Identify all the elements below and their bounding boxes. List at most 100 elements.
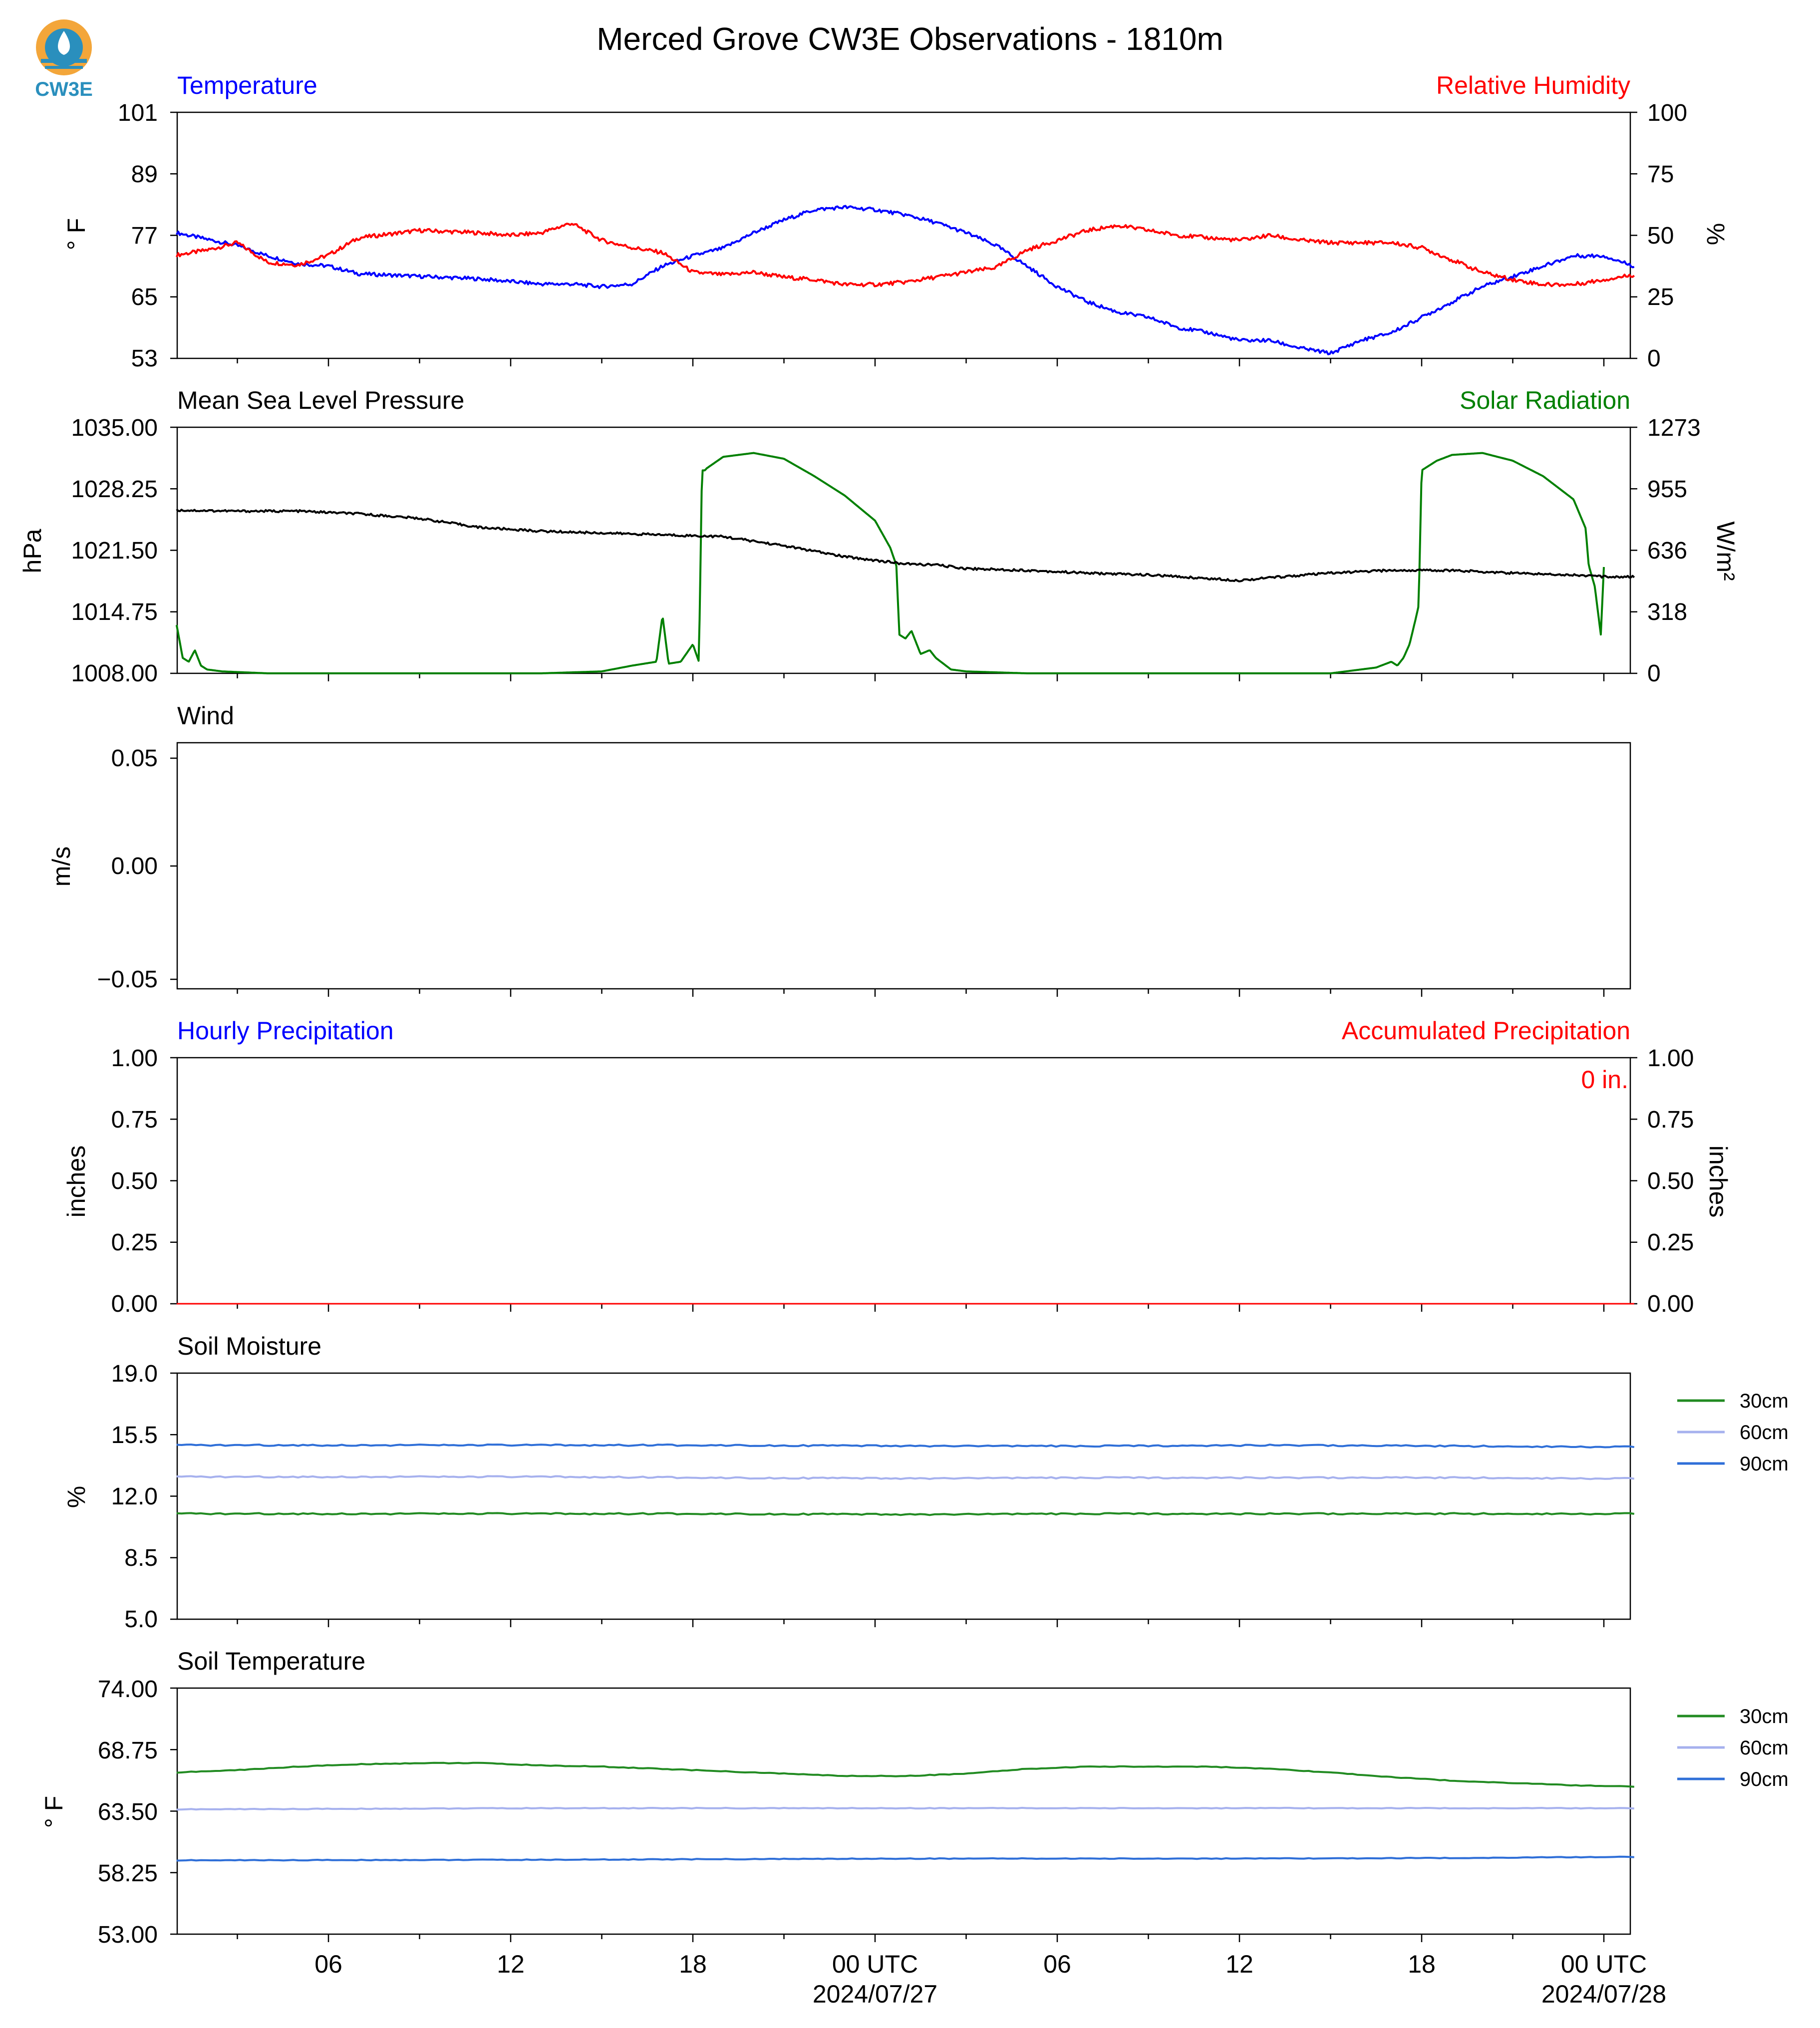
legend-label: 60cm: [1740, 1737, 1789, 1759]
ytick-label: 636: [1647, 538, 1687, 564]
ytick-label: 0: [1647, 345, 1661, 372]
xtick-label: 12: [1225, 1950, 1253, 1978]
panel-1-yticks-left: 101 89 77 65 53: [118, 100, 158, 372]
ytick-label: 63.50: [98, 1799, 158, 1825]
xtick-label: 06: [1043, 1950, 1071, 1978]
ytick-label: −0.05: [97, 966, 158, 993]
xtick-date: 2024/07/27: [813, 1980, 937, 2008]
ytick-label: 1014.75: [71, 599, 158, 625]
panel-4-ylabel-left: inches: [62, 1146, 90, 1218]
figure-title: Merced Grove CW3E Observations - 1810m: [597, 21, 1223, 57]
ytick-label: 65: [131, 284, 158, 310]
series-line-60cm: [176, 1806, 1634, 1811]
panel-2-yticks-left: 1035.00 1028.25 1021.50 1014.75 1008.00: [71, 415, 158, 687]
series-line-mean-sea-level-pressure: [176, 508, 1635, 582]
panel-5-ylabel-left: %: [62, 1486, 90, 1508]
ytick-label: 318: [1647, 599, 1687, 625]
ytick-label: 0.75: [1647, 1107, 1694, 1133]
ytick-label: 1.00: [1647, 1045, 1694, 1072]
panel-2-title-left: Mean Sea Level Pressure: [177, 386, 464, 414]
plot-area-5: [170, 1372, 1631, 1627]
xtick-date: 2024/07/28: [1541, 1980, 1666, 2008]
ytick-label: 0.25: [1647, 1229, 1694, 1256]
ytick-label: 0.00: [1647, 1291, 1694, 1317]
ytick-label: 0.00: [111, 853, 158, 879]
series-line-90cm: [176, 1444, 1635, 1449]
panel-pressure: Mean Sea Level Pressure Solar Radiation …: [18, 386, 1740, 687]
panel-2-ylabel-right: W/m²: [1712, 521, 1740, 580]
legend-label: 60cm: [1740, 1422, 1789, 1444]
ytick-label: 53: [131, 345, 158, 372]
ytick-label: 0.00: [111, 1291, 158, 1317]
ytick-label: 12.0: [111, 1483, 158, 1510]
panel-5-yticks-left: 19.0 15.5 12.0 8.5 5.0: [111, 1361, 158, 1633]
ytick-label: 1021.50: [71, 538, 158, 564]
ytick-label: 5.0: [124, 1606, 158, 1633]
ytick-label: 58.25: [98, 1860, 158, 1887]
ytick-label: 0.05: [111, 745, 158, 772]
plot-area-2: [170, 426, 1637, 681]
panel-3-yticks-left: 0.05 0.00 −0.05: [97, 745, 158, 993]
cw3e-logo: CW3E: [35, 19, 93, 100]
ytick-label: 68.75: [98, 1738, 158, 1764]
ytick-label: 77: [131, 223, 158, 249]
ytick-label: 101: [118, 100, 158, 126]
panel-1-ylabel-right: %: [1702, 223, 1730, 245]
panel-soil-temperature: Soil Temperature 74.00 68.75 63.50 58.25…: [40, 1647, 1789, 1948]
plot-area-6: [170, 1687, 1631, 1942]
xtick-label: 12: [497, 1950, 525, 1978]
ytick-label: 0.50: [111, 1168, 158, 1194]
ytick-label: 25: [1647, 284, 1674, 310]
panel-6-yticks-left: 74.00 68.75 63.50 58.25 53.00: [98, 1676, 158, 1948]
panel-6-title-left: Soil Temperature: [177, 1647, 365, 1675]
panel-precipitation: Hourly Precipitation Accumulated Precipi…: [62, 1017, 1732, 1317]
ytick-label: 0.75: [111, 1107, 158, 1133]
panel-6-legend: 30cm 60cm 90cm: [1677, 1706, 1789, 1790]
series-line-solar-radiation: [175, 452, 1605, 674]
ytick-label: 0.25: [111, 1229, 158, 1256]
legend-label: 30cm: [1740, 1390, 1789, 1412]
plot-area-1: [170, 111, 1637, 366]
xtick-label: 18: [679, 1950, 707, 1978]
panel-3-ylabel-left: m/s: [47, 847, 75, 887]
series-line-30cm: [176, 1512, 1635, 1516]
ytick-label: 89: [131, 161, 158, 188]
logo-text: CW3E: [35, 78, 93, 100]
plot-layer: [170, 111, 1637, 1942]
panel-soil-moisture: Soil Moisture 19.0 15.5 12.0 8.5 5.0 % 3…: [62, 1332, 1789, 1633]
panel-1-title-left: Temperature: [177, 71, 317, 99]
xtick-label: 00 UTC: [1561, 1950, 1647, 1978]
panel-5-legend: 30cm 60cm 90cm: [1677, 1390, 1789, 1475]
panel-1-ylabel-left: ° F: [62, 218, 90, 250]
ytick-label: 955: [1647, 476, 1687, 503]
series-line-30cm: [176, 1761, 1634, 1788]
panel-wind: Wind 0.05 0.00 −0.05 m/s: [47, 702, 234, 993]
legend-label: 30cm: [1740, 1706, 1789, 1728]
panel-4-title-right: Accumulated Precipitation: [1342, 1017, 1630, 1045]
plot-area-3: [170, 742, 1631, 997]
panel-6-ylabel-left: ° F: [40, 1796, 68, 1828]
series-line-60cm: [176, 1475, 1635, 1480]
legend-label: 90cm: [1740, 1453, 1789, 1475]
x-axis-labels: 06 12 18 00 UTC 06 12 18 00 UTC 2024/07/…: [314, 1950, 1666, 2008]
panel-temperature: Temperature Relative Humidity 101 89 77 …: [62, 71, 1730, 372]
ytick-label: 8.5: [124, 1545, 158, 1571]
ytick-label: 1273: [1647, 415, 1701, 441]
ytick-label: 53.00: [98, 1922, 158, 1948]
series-line-temperature: [176, 205, 1635, 355]
xtick-label: 18: [1408, 1950, 1436, 1978]
ytick-label: 1008.00: [71, 660, 158, 687]
ytick-label: 0.50: [1647, 1168, 1694, 1194]
xtick-label: 00 UTC: [832, 1950, 918, 1978]
legend-label: 90cm: [1740, 1768, 1789, 1790]
panel-2-title-right: Solar Radiation: [1460, 386, 1630, 414]
ytick-label: 100: [1647, 100, 1687, 126]
panel-1-yticks-right: 100 75 50 25 0: [1647, 100, 1687, 372]
accumulated-annotation: 0 in.: [1581, 1066, 1628, 1094]
ytick-label: 1.00: [111, 1045, 158, 1072]
ytick-label: 15.5: [111, 1422, 158, 1449]
ytick-label: 0: [1647, 660, 1661, 687]
ytick-label: 19.0: [111, 1361, 158, 1387]
series-line-90cm: [176, 1855, 1634, 1862]
